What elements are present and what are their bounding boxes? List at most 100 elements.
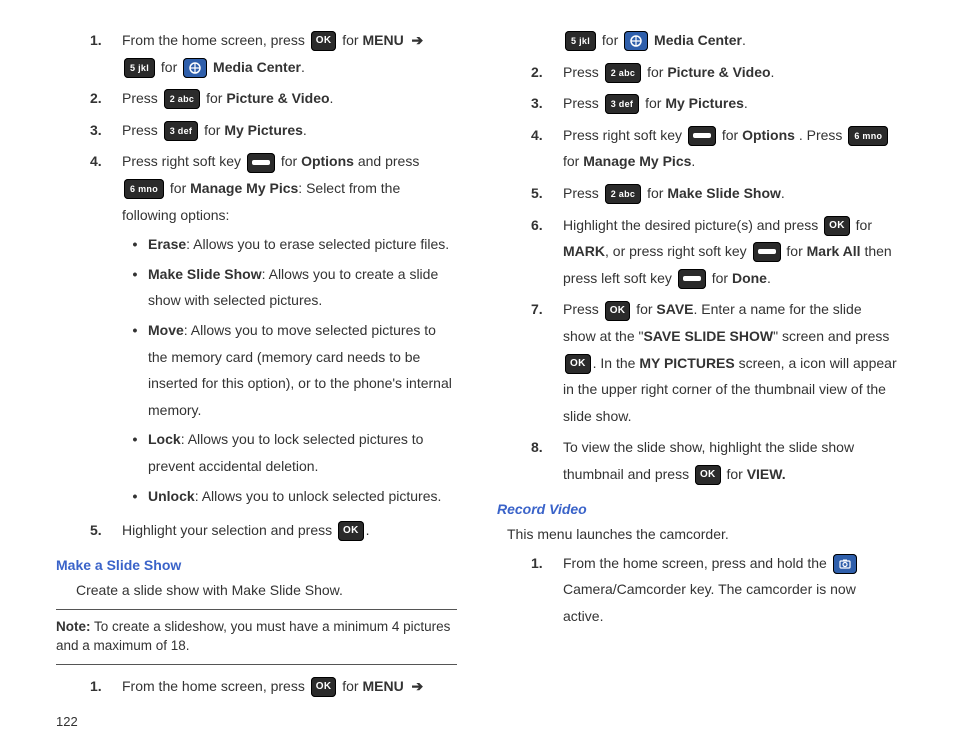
text: for	[204, 122, 224, 138]
ok-key-icon: OK	[338, 521, 364, 541]
text: From the home screen, press and hold the	[563, 555, 831, 571]
step-body: From the home screen, press OK for MENU …	[122, 673, 457, 700]
dot: .	[767, 270, 771, 286]
dot: .	[691, 153, 695, 169]
key-2-icon: 2 abc	[164, 89, 201, 109]
right-column: 5 jkl for Media Center. 2. Press 2 abc f…	[497, 22, 898, 731]
text: . In the	[593, 355, 640, 371]
text: : Allows you to unlock selected pictures…	[195, 488, 442, 504]
slide-step-5: 5. Press 2 abc for Make Slide Show.	[531, 180, 898, 207]
menu-label: MENU	[362, 678, 403, 694]
slide-step-7: 7. Press OK for SAVE. Enter a name for t…	[531, 296, 898, 429]
mark-all-label: Mark All	[807, 243, 861, 259]
step-body: Highlight the desired picture(s) and pre…	[563, 212, 898, 292]
bullet-icon: •	[130, 426, 140, 479]
text: Press right soft key	[122, 153, 245, 169]
menu-label: MENU	[362, 32, 403, 48]
text: : Allows you to erase selected picture f…	[186, 236, 449, 252]
my-pictures-label: My Pictures	[224, 122, 303, 138]
step-num: 7.	[531, 296, 553, 323]
record-step-1: 1. From the home screen, press and hold …	[531, 550, 898, 630]
text: for	[563, 153, 583, 169]
bullet-body: Erase: Allows you to erase selected pict…	[148, 231, 449, 258]
text: From the home screen, press	[122, 32, 309, 48]
note: Note: To create a slideshow, you must ha…	[56, 618, 457, 656]
right-softkey-icon	[688, 126, 716, 146]
bullet-icon: •	[130, 261, 140, 314]
step-num: 1.	[90, 673, 112, 700]
nav-key-icon	[183, 58, 207, 78]
step-body: Press 2 abc for Picture & Video.	[122, 85, 457, 112]
make-slide-show-label: Make Slide Show	[667, 185, 781, 201]
step-body: Press OK for SAVE. Enter a name for the …	[563, 296, 898, 429]
step-num: 5.	[531, 180, 553, 207]
divider	[56, 609, 457, 610]
step-body: 5 jkl for Media Center.	[563, 27, 898, 54]
manage-my-pics-label: Manage My Pics	[583, 153, 691, 169]
dot: .	[303, 122, 307, 138]
picture-video-label: Picture & Video	[667, 64, 770, 80]
bullet-erase: • Erase: Allows you to erase selected pi…	[130, 231, 457, 258]
text: Press right soft key	[563, 127, 686, 143]
text: Press	[563, 301, 603, 317]
options-label: Options	[742, 127, 795, 143]
key-5-icon: 5 jkl	[124, 58, 155, 78]
text: Highlight your selection and press	[122, 522, 336, 538]
label: Lock	[148, 431, 181, 447]
bullet-body: Lock: Allows you to lock selected pictur…	[148, 426, 457, 479]
step-num: 4.	[90, 148, 112, 175]
key-3-icon: 3 def	[605, 94, 640, 114]
label: Make Slide Show	[148, 266, 262, 282]
my-pictures-label: MY PICTURES	[639, 355, 734, 371]
bullet-icon: •	[130, 231, 140, 258]
nav-key-icon	[624, 31, 648, 51]
text: for	[281, 153, 301, 169]
bullet-body: Move: Allows you to move selected pictur…	[148, 317, 457, 423]
step-num: 8.	[531, 434, 553, 461]
step-5: 5. Highlight your selection and press OK…	[90, 517, 457, 544]
text: : Allows you to move selected pictures t…	[148, 322, 452, 418]
view-label: VIEW.	[747, 466, 786, 482]
left-softkey-icon	[678, 269, 706, 289]
text: Camera/Camcorder key. The camcorder is n…	[563, 581, 856, 624]
step-body: Press 2 abc for Make Slide Show.	[563, 180, 898, 207]
ok-key-icon: OK	[695, 465, 721, 485]
done-label: Done	[732, 270, 767, 286]
slide-step-4: 4. Press right soft key for Options . Pr…	[531, 122, 898, 175]
key-3-icon: 3 def	[164, 121, 199, 141]
paragraph: Create a slide show with Make Slide Show…	[76, 581, 457, 601]
text: for	[712, 270, 732, 286]
step-num: 2.	[531, 59, 553, 86]
slide-step-8: 8. To view the slide show, highlight the…	[531, 434, 898, 487]
step-num: 4.	[531, 122, 553, 149]
bullet-move: • Move: Allows you to move selected pict…	[130, 317, 457, 423]
dot: .	[330, 90, 334, 106]
text: " screen and press	[773, 328, 889, 344]
save-slide-show-label: SAVE SLIDE SHOW	[643, 328, 773, 344]
key-6-icon: 6 mno	[124, 179, 164, 199]
slide-step-6: 6. Highlight the desired picture(s) and …	[531, 212, 898, 292]
text: for	[726, 466, 746, 482]
step-body: Press right soft key for Options and pre…	[122, 148, 457, 512]
ok-key-icon: OK	[311, 677, 337, 697]
picture-video-label: Picture & Video	[226, 90, 329, 106]
text: Press	[563, 185, 603, 201]
step-body: Press 3 def for My Pictures.	[122, 117, 457, 144]
text: : Allows you to lock selected pictures t…	[148, 431, 423, 474]
text: for	[161, 59, 181, 75]
ok-key-icon: OK	[824, 216, 850, 236]
slide-step-1-cont: 5 jkl for Media Center.	[531, 27, 898, 54]
text: , or press right soft key	[605, 243, 751, 259]
text: Press	[563, 64, 603, 80]
step-body: Highlight your selection and press OK.	[122, 517, 457, 544]
text: and press	[358, 153, 419, 169]
text: for	[342, 678, 362, 694]
step-body: To view the slide show, highlight the sl…	[563, 434, 898, 487]
mark-label: MARK	[563, 243, 605, 259]
options-label: Options	[301, 153, 354, 169]
slide-step-3: 3. Press 3 def for My Pictures.	[531, 90, 898, 117]
text: for	[647, 64, 667, 80]
left-column: 1. From the home screen, press OK for ME…	[56, 22, 457, 731]
step-3: 3. Press 3 def for My Pictures.	[90, 117, 457, 144]
dot: .	[771, 64, 775, 80]
